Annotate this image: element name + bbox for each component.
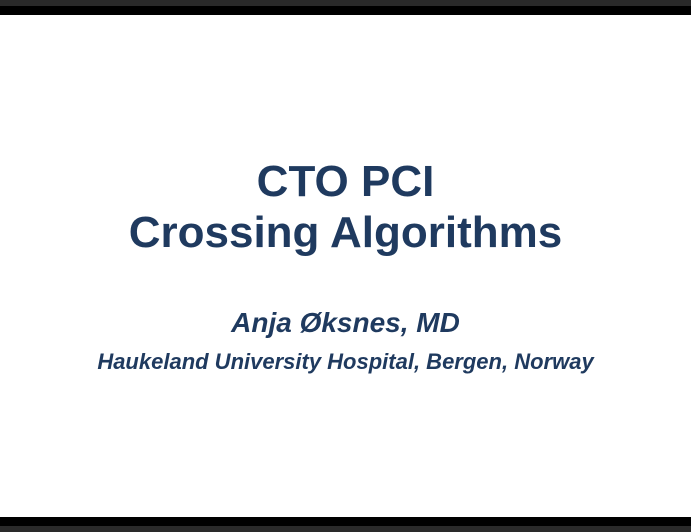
slide-author: Anja Øksnes, MD (231, 307, 460, 339)
slide-container: CTO PCI Crossing Algorithms Anja Øksnes,… (0, 6, 691, 526)
slide-title-line1: CTO PCI (257, 157, 435, 208)
slide-affiliation: Haukeland University Hospital, Bergen, N… (97, 349, 593, 375)
slide-title-line2: Crossing Algorithms (129, 208, 563, 259)
